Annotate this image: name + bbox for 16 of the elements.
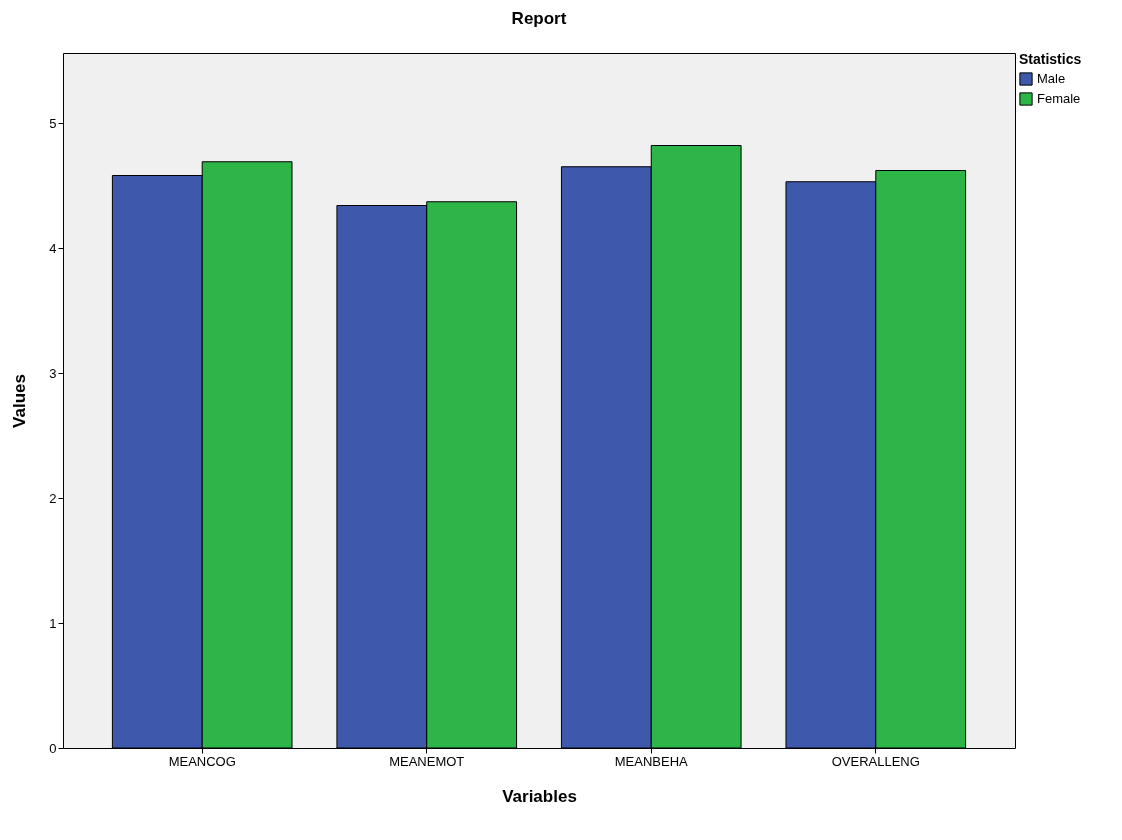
legend-label: Female bbox=[1037, 91, 1081, 106]
y-tick-label: 1 bbox=[49, 615, 57, 631]
y-axis-title: Values bbox=[10, 374, 30, 428]
x-tick-label: MEANCOG bbox=[168, 753, 236, 769]
legend-label: Male bbox=[1037, 71, 1066, 86]
chart-title: Report bbox=[511, 9, 567, 28]
y-tick-label: 3 bbox=[49, 365, 57, 381]
legend-title: Statistics bbox=[1019, 51, 1082, 67]
x-tick-label: MEANBEHA bbox=[614, 753, 689, 769]
x-tick-label: OVERALLENG bbox=[831, 753, 920, 769]
y-tick-label: 5 bbox=[49, 115, 57, 131]
y-tick-label: 2 bbox=[49, 490, 57, 506]
y-tick-label: 4 bbox=[49, 240, 57, 256]
x-axis-title: Variables bbox=[502, 786, 577, 806]
x-tick-label: MEANEMOT bbox=[389, 753, 465, 769]
y-tick-label: 0 bbox=[49, 740, 57, 756]
